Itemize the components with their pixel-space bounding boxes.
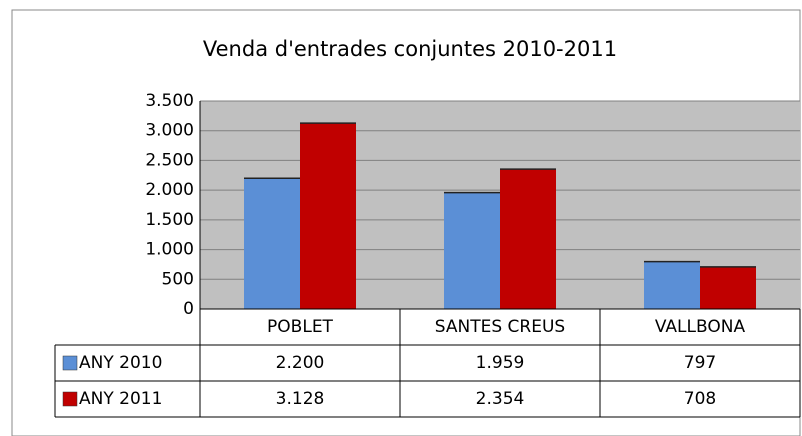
y-tick-label: 500 [162,269,194,289]
y-tick-label: 1.000 [145,240,194,260]
table-value: 3.128 [276,389,325,409]
bar [500,169,556,309]
y-tick-label: 0 [183,299,194,319]
table-value: 708 [684,389,716,409]
legend-key [62,355,78,371]
bar [700,266,756,309]
table-value: 2.354 [476,389,525,409]
legend-label: ANY 2010 [79,353,162,373]
chart-title: Venda d'entrades conjuntes 2010-2011 [203,37,617,61]
y-tick-label: 2.500 [145,150,194,170]
y-tick-label: 2.000 [145,180,194,200]
x-tick-label: VALLBONA [655,317,746,337]
legend-key [62,391,78,407]
table-value: 797 [684,353,716,373]
y-tick-label: 3.000 [145,121,194,141]
legend-label: ANY 2011 [79,389,162,409]
bar [244,178,300,309]
bar [300,123,356,310]
table-value: 1.959 [476,353,525,373]
x-tick-label: SANTES CREUS [435,317,565,337]
x-tick-label: POBLET [267,317,334,337]
y-tick-label: 3.500 [145,91,194,111]
table-value: 2.200 [276,353,325,373]
bar [644,261,700,309]
bar [444,192,500,309]
y-tick-label: 1.500 [145,210,194,230]
